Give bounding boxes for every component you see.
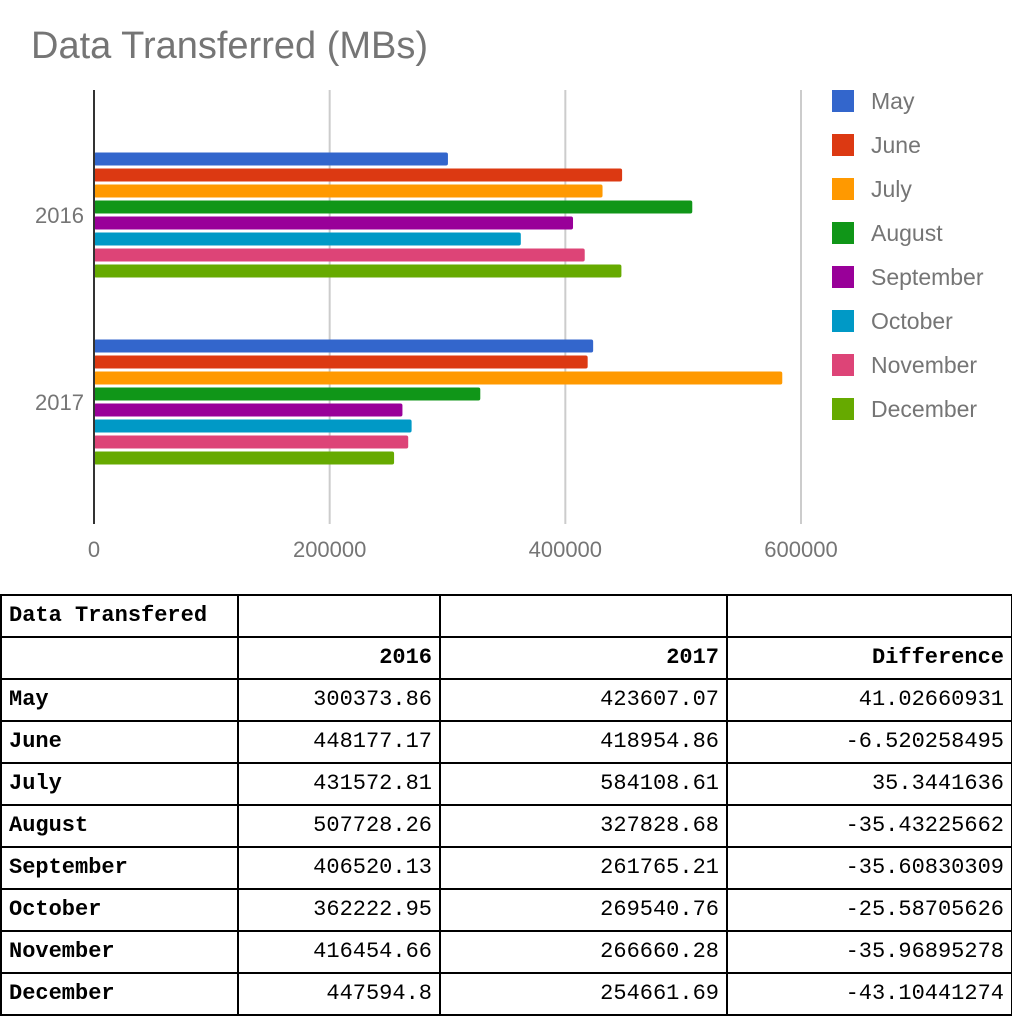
legend-swatch-june bbox=[832, 134, 854, 156]
row-month-label: December bbox=[0, 972, 239, 1016]
bar-november-2016 bbox=[94, 248, 585, 262]
table-row: August 507728.26 327828.68 -35.43225662 bbox=[0, 804, 1012, 848]
chart-title: Data Transferred (MBs) bbox=[31, 25, 428, 67]
table-empty-cell bbox=[0, 636, 239, 680]
cell-2016: 448177.17 bbox=[237, 720, 441, 764]
bar-july-2016 bbox=[94, 184, 603, 198]
legend-swatch-may bbox=[832, 90, 854, 112]
cell-2016: 416454.66 bbox=[237, 930, 441, 974]
legend-swatch-september bbox=[832, 266, 854, 288]
x-tick-label: 600000 bbox=[764, 537, 837, 562]
legend-label-september: September bbox=[871, 264, 984, 290]
legend-label-june: June bbox=[871, 132, 921, 158]
legend-swatch-october bbox=[832, 310, 854, 332]
cell-2016: 362222.95 bbox=[237, 888, 441, 932]
row-month-label: September bbox=[0, 846, 239, 890]
bar-december-2016 bbox=[94, 264, 622, 278]
bar-september-2016 bbox=[94, 216, 574, 230]
legend-label-may: May bbox=[871, 88, 915, 114]
x-tick-label: 0 bbox=[88, 537, 100, 562]
cell-2017: 423607.07 bbox=[439, 678, 728, 722]
bar-december-2017 bbox=[94, 451, 395, 465]
legend-label-november: November bbox=[871, 352, 977, 378]
table-empty-cell bbox=[237, 594, 441, 638]
legend-label-october: October bbox=[871, 308, 953, 334]
cell-difference: -35.43225662 bbox=[726, 804, 1012, 848]
y-tick-label: 2017 bbox=[35, 390, 84, 415]
row-month-label: June bbox=[0, 720, 239, 764]
table-empty-cell bbox=[439, 594, 728, 638]
cell-difference: -35.60830309 bbox=[726, 846, 1012, 890]
cell-2017: 254661.69 bbox=[439, 972, 728, 1016]
legend-label-december: December bbox=[871, 396, 977, 422]
cell-2017: 266660.28 bbox=[439, 930, 728, 974]
header-2017: 2017 bbox=[439, 636, 728, 680]
y-tick-label: 2016 bbox=[35, 203, 84, 228]
cell-difference: -25.58705626 bbox=[726, 888, 1012, 932]
bar-may-2016 bbox=[94, 152, 448, 166]
bar-october-2016 bbox=[94, 232, 521, 246]
legend-swatch-november bbox=[832, 354, 854, 376]
legend-swatch-july bbox=[832, 178, 854, 200]
bar-may-2017 bbox=[94, 339, 594, 353]
cell-2016: 300373.86 bbox=[237, 678, 441, 722]
cell-2017: 269540.76 bbox=[439, 888, 728, 932]
table-row: May 300373.86 423607.07 41.02660931 bbox=[0, 678, 1012, 722]
cell-2017: 327828.68 bbox=[439, 804, 728, 848]
legend-label-august: August bbox=[871, 220, 943, 246]
cell-difference: 41.02660931 bbox=[726, 678, 1012, 722]
cell-2016: 431572.81 bbox=[237, 762, 441, 806]
x-tick-label: 400000 bbox=[529, 537, 602, 562]
table-row: December 447594.8 254661.69 -43.10441274 bbox=[0, 972, 1012, 1016]
row-month-label: November bbox=[0, 930, 239, 974]
cell-difference: -43.10441274 bbox=[726, 972, 1012, 1016]
row-month-label: July bbox=[0, 762, 239, 806]
bar-june-2016 bbox=[94, 168, 623, 182]
table-header-row: 2016 2017 Difference bbox=[0, 636, 1012, 680]
table-row: October 362222.95 269540.76 -25.58705626 bbox=[0, 888, 1012, 932]
chart-area: Data Transferred (MBs) 2016 2017 0 200000 40… bbox=[31, 25, 984, 562]
cell-2017: 261765.21 bbox=[439, 846, 728, 890]
table-row: September 406520.13 261765.21 -35.60830309 bbox=[0, 846, 1012, 890]
header-2016: 2016 bbox=[237, 636, 441, 680]
cell-difference: -6.520258495 bbox=[726, 720, 1012, 764]
bar-july-2017 bbox=[94, 371, 783, 385]
table-empty-cell bbox=[726, 594, 1012, 638]
bar-june-2017 bbox=[94, 355, 588, 369]
cell-2016: 507728.26 bbox=[237, 804, 441, 848]
bar-august-2017 bbox=[94, 387, 481, 401]
cell-2017: 584108.61 bbox=[439, 762, 728, 806]
table-body: Data Transfered 2016 2017 Difference May… bbox=[0, 594, 1012, 1016]
table-row: June 448177.17 418954.86 -6.520258495 bbox=[0, 720, 1012, 764]
cell-difference: -35.96895278 bbox=[726, 930, 1012, 974]
table-row: November 416454.66 266660.28 -35.96895278 bbox=[0, 930, 1012, 974]
bar-september-2017 bbox=[94, 403, 403, 417]
legend-label-july: July bbox=[871, 176, 912, 202]
data-table: Data Transfered 2016 2017 Difference May… bbox=[0, 594, 1012, 1016]
row-month-label: May bbox=[0, 678, 239, 722]
bar-october-2017 bbox=[94, 419, 412, 433]
cell-2016: 406520.13 bbox=[237, 846, 441, 890]
cell-2017: 418954.86 bbox=[439, 720, 728, 764]
table-title: Data Transfered bbox=[0, 594, 239, 638]
bar-august-2016 bbox=[94, 200, 693, 214]
bar-november-2017 bbox=[94, 435, 409, 449]
x-tick-label: 200000 bbox=[293, 537, 366, 562]
row-month-label: October bbox=[0, 888, 239, 932]
legend-swatch-december bbox=[832, 398, 854, 420]
table-title-row: Data Transfered bbox=[0, 594, 1012, 638]
bar-chart: 2016 2017 0 200000 400000 600000 May June July Au… bbox=[35, 88, 984, 562]
row-month-label: August bbox=[0, 804, 239, 848]
header-difference: Difference bbox=[726, 636, 1012, 680]
cell-2016: 447594.8 bbox=[237, 972, 441, 1016]
table-row: July 431572.81 584108.61 35.3441636 bbox=[0, 762, 1012, 806]
cell-difference: 35.3441636 bbox=[726, 762, 1012, 806]
legend-swatch-august bbox=[832, 222, 854, 244]
